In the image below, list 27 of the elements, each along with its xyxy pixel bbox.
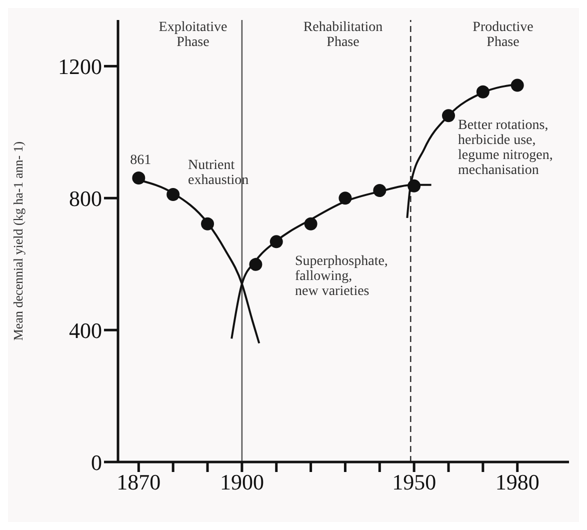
annotation: Productive Phase	[472, 20, 534, 50]
point	[249, 258, 262, 271]
point	[373, 184, 386, 198]
annotation: Exploitative Phase	[158, 20, 228, 50]
point	[270, 235, 283, 248]
x-tick-label: 1900	[220, 470, 264, 495]
point	[442, 109, 456, 122]
annotation: Rehabilitation Phase	[302, 20, 384, 50]
point	[166, 188, 180, 201]
annotation: Superphosphate, fallowing, new varieties	[295, 254, 389, 299]
x-tick-label: 1950	[392, 470, 436, 495]
point	[510, 78, 524, 92]
point	[304, 217, 318, 230]
point	[132, 172, 146, 184]
point	[201, 217, 214, 230]
data-label: 861	[130, 153, 152, 168]
point	[408, 179, 421, 192]
y-axis-title: Mean decennial yield (kg ha-1 ann- 1)	[10, 141, 26, 341]
y-tick-label: 800	[69, 186, 102, 211]
point	[476, 85, 490, 98]
y-tick-label: 1200	[58, 54, 102, 79]
x-tick-label: 1870	[116, 470, 161, 495]
y-tick-label: 400	[69, 318, 102, 343]
y-tick-label: 0	[91, 450, 102, 475]
x-tick-label: 1980	[495, 470, 540, 495]
point	[338, 192, 352, 205]
annotation: Better rotations, herbicide use, legume nitrogen, mechanisation	[458, 118, 554, 178]
